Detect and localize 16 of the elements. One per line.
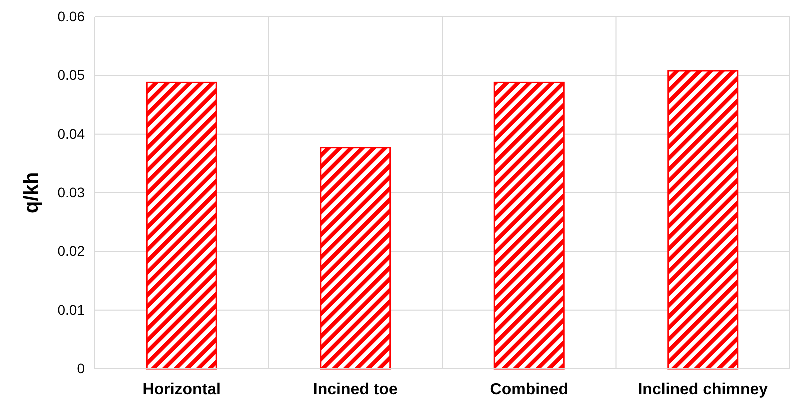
y-axis-title: q/kh (21, 172, 43, 214)
bar (494, 82, 565, 370)
x-tick-label: Inclined chimney (638, 381, 768, 398)
y-tick-label: 0.03 (58, 184, 86, 200)
x-tick-label: Horizontal (142, 381, 221, 398)
bar (668, 70, 739, 370)
y-tick-label: 0.05 (58, 67, 86, 84)
y-tick-label: 0.04 (58, 126, 86, 142)
y-tick-label: 0.02 (58, 243, 86, 260)
y-tick-label: 0 (77, 360, 86, 376)
x-tick-label: Combined (490, 381, 568, 398)
x-tick-label: Incined toe (313, 381, 398, 398)
y-tick-label: 0.06 (58, 8, 86, 24)
y-tick-label: 0.01 (58, 302, 86, 318)
bar (146, 82, 218, 370)
bar (320, 147, 392, 370)
